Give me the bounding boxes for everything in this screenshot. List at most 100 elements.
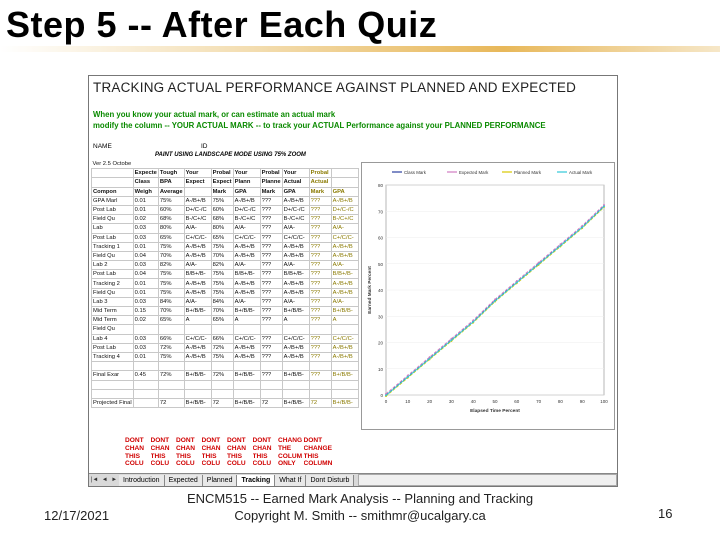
table-cell[interactable]: B/B+/B- [232, 269, 261, 280]
table-cell[interactable]: ??? [259, 250, 283, 262]
table-cell[interactable]: A-/B+/B [232, 250, 261, 262]
table-cell[interactable]: 75% [157, 287, 185, 298]
table-cell[interactable]: Actual [281, 177, 310, 188]
table-cell[interactable] [210, 324, 234, 335]
table-cell[interactable]: B+/B/B- [183, 305, 212, 317]
table-cell[interactable]: 0.02 [132, 315, 159, 326]
table-cell[interactable] [232, 388, 261, 399]
table-cell[interactable]: Field Qu [91, 250, 134, 262]
table-cell[interactable]: B+/B/B- [281, 370, 310, 381]
table-cell[interactable]: ??? [308, 315, 332, 326]
table-cell[interactable] [183, 361, 212, 372]
table-cell[interactable]: 60% [157, 204, 185, 216]
table-cell[interactable]: A-/B+/B [330, 195, 359, 206]
table-cell[interactable] [157, 379, 185, 390]
table-cell[interactable]: B+/B/B- [281, 397, 310, 409]
table-cell[interactable]: B-/C+/C [183, 214, 212, 225]
table-cell[interactable] [210, 379, 234, 390]
table-cell[interactable] [330, 361, 359, 372]
table-cell[interactable]: A-/B+/B [183, 351, 212, 363]
table-cell[interactable]: 75% [210, 351, 234, 363]
table-cell[interactable] [259, 388, 283, 399]
table-cell[interactable]: ??? [308, 278, 332, 289]
table-cell[interactable] [157, 361, 185, 372]
table-cell[interactable]: Class [132, 177, 159, 188]
table-cell[interactable]: 68% [210, 214, 234, 225]
table-cell[interactable]: A-/B+/B [183, 195, 212, 206]
table-cell[interactable]: 75% [210, 269, 234, 280]
table-cell[interactable]: 0.04 [132, 250, 159, 262]
table-cell[interactable]: 75% [157, 278, 185, 289]
table-cell[interactable] [157, 324, 185, 335]
table-cell[interactable]: A-/B+/B [281, 342, 310, 353]
table-cell[interactable]: 0.45 [132, 370, 159, 381]
table-cell[interactable]: BPA [157, 177, 185, 188]
table-cell[interactable]: A/A- [183, 260, 212, 271]
sheet-tab-expected[interactable]: Expected [164, 474, 203, 486]
table-cell[interactable]: 84% [157, 296, 185, 308]
table-cell[interactable]: Post Lab [91, 269, 134, 280]
tab-next-icon[interactable]: ► [111, 477, 118, 483]
table-cell[interactable]: 80% [210, 223, 234, 234]
table-cell[interactable]: 0.15 [132, 305, 159, 317]
table-cell[interactable]: Post Lab [91, 204, 134, 216]
table-cell[interactable]: ??? [259, 214, 283, 225]
table-cell[interactable]: B-/C+/C [281, 214, 310, 225]
table-cell[interactable]: A/A- [183, 223, 212, 234]
table-cell[interactable] [281, 379, 310, 390]
table-cell[interactable]: A-/B+/B [232, 287, 261, 298]
table-cell[interactable]: ??? [259, 241, 283, 252]
table-cell[interactable]: 65% [210, 232, 234, 243]
table-cell[interactable]: C+/C/C- [232, 333, 261, 344]
table-cell[interactable]: 0.01 [132, 204, 159, 216]
table-cell[interactable]: A-/B+/B [232, 342, 261, 353]
table-cell[interactable]: 80% [157, 223, 185, 234]
table-cell[interactable]: Actual [308, 177, 332, 188]
table-cell[interactable]: 72% [157, 342, 185, 353]
table-cell[interactable] [157, 388, 185, 399]
table-cell[interactable]: 70% [210, 305, 234, 317]
table-cell[interactable]: B/B+/B- [281, 269, 310, 280]
table-cell[interactable]: A-/B+/B [183, 241, 212, 252]
table-cell[interactable] [308, 361, 332, 372]
table-cell[interactable]: GPA [330, 186, 359, 197]
table-cell[interactable] [281, 324, 310, 335]
table-cell[interactable]: 0.03 [132, 223, 159, 234]
table-cell[interactable] [281, 388, 310, 399]
table-cell[interactable]: ??? [308, 250, 332, 262]
table-cell[interactable]: Lab [91, 223, 134, 234]
table-cell[interactable] [132, 361, 159, 372]
table-cell[interactable]: Probal [210, 168, 234, 179]
table-cell[interactable]: ??? [308, 287, 332, 298]
table-cell[interactable]: A [183, 315, 212, 326]
table-cell[interactable]: A/A- [281, 223, 310, 234]
tab-first-icon[interactable]: |◄ [90, 477, 99, 483]
table-cell[interactable]: Field Qu [91, 214, 134, 225]
table-cell[interactable]: A [232, 315, 261, 326]
table-cell[interactable]: A/A- [281, 296, 310, 308]
table-cell[interactable]: A-/B+/B [232, 195, 261, 206]
table-cell[interactable]: C+/C/C- [183, 333, 212, 344]
table-cell[interactable] [308, 388, 332, 399]
table-cell[interactable]: ??? [308, 370, 332, 381]
table-cell[interactable] [132, 397, 159, 409]
table-cell[interactable]: ??? [259, 287, 283, 298]
table-cell[interactable]: A-/B+/B [330, 342, 359, 353]
table-cell[interactable]: 82% [157, 260, 185, 271]
table-cell[interactable]: ??? [308, 269, 332, 280]
table-cell[interactable] [330, 177, 359, 188]
horizontal-scrollbar[interactable] [358, 474, 617, 486]
table-cell[interactable]: 0.04 [132, 269, 159, 280]
table-cell[interactable]: 84% [210, 296, 234, 308]
table-cell[interactable]: 72 [259, 397, 283, 409]
table-cell[interactable]: A-/B+/B [232, 278, 261, 289]
table-cell[interactable]: 75% [157, 195, 185, 206]
table-cell[interactable]: D+/C-/C [281, 204, 310, 216]
table-cell[interactable] [91, 388, 134, 399]
table-cell[interactable]: ??? [308, 195, 332, 206]
table-cell[interactable]: 0.01 [132, 278, 159, 289]
table-cell[interactable]: B+/B/B- [232, 397, 261, 409]
table-cell[interactable]: A/A- [232, 260, 261, 271]
table-cell[interactable]: A-/B+/B [281, 278, 310, 289]
table-cell[interactable]: A-/B+/B [281, 195, 310, 206]
